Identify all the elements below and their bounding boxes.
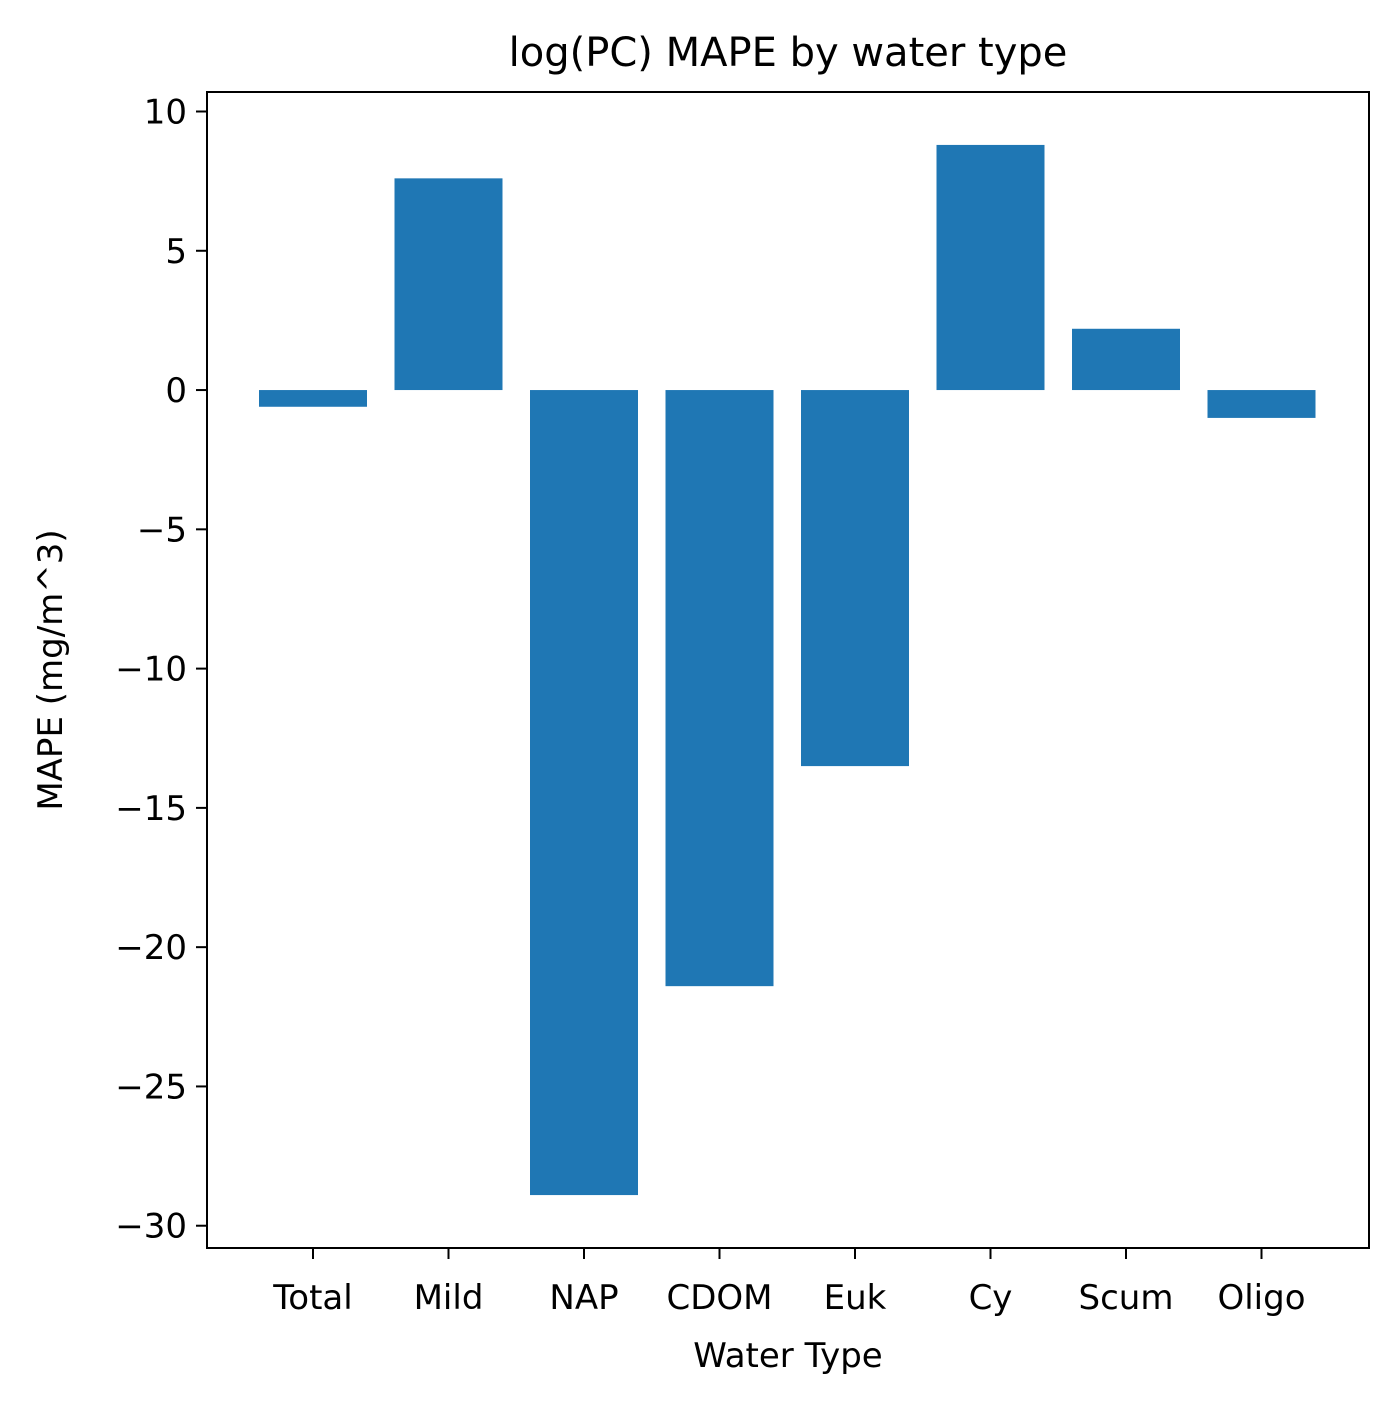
bar-euk bbox=[801, 390, 909, 767]
bar-oligo bbox=[1207, 390, 1316, 418]
x-axis-label: Water Type bbox=[693, 1336, 882, 1376]
x-tick-label-mild: Mild bbox=[414, 1278, 484, 1318]
y-tick-label: 5 bbox=[165, 232, 187, 272]
y-axis-ticks: 10 5 0 −5 −10 −15 −20 −25 −30 bbox=[115, 92, 207, 1247]
y-tick-label: −10 bbox=[115, 650, 187, 690]
x-tick-label-scum: Scum bbox=[1079, 1278, 1174, 1318]
chart-title: log(PC) MAPE by water type bbox=[509, 30, 1068, 76]
plot-frame bbox=[206, 91, 1370, 1249]
bar-nap bbox=[530, 390, 638, 1196]
x-tick-label-cy: Cy bbox=[969, 1278, 1013, 1318]
x-tick-label-oligo: Oligo bbox=[1217, 1278, 1305, 1318]
x-tick-label-nap: NAP bbox=[549, 1278, 618, 1318]
y-tick-label: −5 bbox=[137, 510, 187, 550]
bar-cy bbox=[936, 144, 1045, 391]
x-tick-label-cdom: CDOM bbox=[666, 1278, 772, 1318]
x-axis-ticks: Total Mild NAP CDOM Euk Cy Scum Oligo bbox=[272, 1248, 1306, 1318]
y-tick-label: −20 bbox=[115, 928, 187, 968]
x-tick-label-euk: Euk bbox=[824, 1278, 887, 1318]
y-tick-label: −25 bbox=[115, 1067, 187, 1107]
bars-group bbox=[259, 144, 1316, 1196]
bar-cdom bbox=[665, 390, 774, 987]
y-tick-label: −15 bbox=[115, 789, 187, 829]
y-tick-label: 0 bbox=[165, 371, 187, 411]
y-tick-label: −30 bbox=[115, 1207, 187, 1247]
y-tick-label: 10 bbox=[144, 92, 187, 132]
bar-scum bbox=[1072, 328, 1180, 391]
y-axis-label: MAPE (mg/m^3) bbox=[31, 529, 71, 810]
bar-total bbox=[259, 390, 367, 407]
bar-mild bbox=[394, 178, 503, 391]
x-tick-label-total: Total bbox=[272, 1278, 352, 1318]
